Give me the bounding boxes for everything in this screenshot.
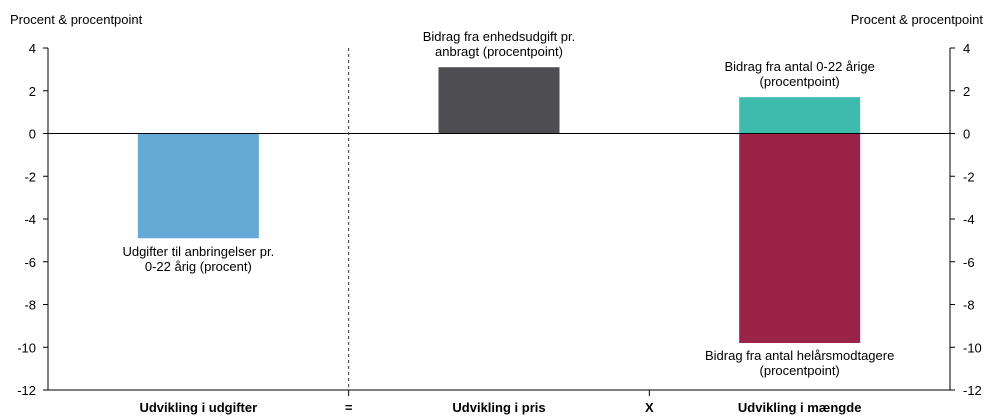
left-axis: -12 -10 -8 -6 -4 -2 0 2 4 [17,41,49,398]
left-tick-label: -12 [17,383,36,398]
right-tick-label: -6 [963,255,975,270]
operator-label: = [345,400,353,415]
bars [137,67,861,343]
left-tick-label: -6 [24,255,36,270]
right-axis: -12 -10 -8 -6 -4 -2 0 2 4 [949,41,982,398]
bar-label-0: Udgifter til anbringelser pr. 0-22 årig (… [122,244,274,274]
bar-0 [137,133,259,239]
left-tick-label: -2 [24,169,36,184]
bar-1 [438,67,560,134]
right-tick-label: -8 [963,298,975,313]
y-axis-unit-right: Procent & procentpoint [851,12,984,27]
left-tick-label: -8 [24,298,36,313]
right-tick-label: -4 [963,212,975,227]
y-axis-unit-left: Procent & procentpoint [10,12,143,27]
bar-label-1: Bidrag fra enhedsudgift pr. anbragt (proc… [423,29,576,59]
bar-label-2: Bidrag fra antal 0-22 årige (procentpoint… [725,59,875,89]
right-tick-label: 0 [963,127,970,142]
right-tick-label: 2 [963,84,970,99]
left-tick-label: -10 [17,340,36,355]
operator-label: X [645,400,654,415]
category-label: Udvikling i pris [452,400,545,415]
left-tick-label: 2 [29,84,36,99]
bar-label-3: Bidrag fra antal helårsmodtagere (procent… [705,348,894,378]
right-tick-label: -12 [963,383,982,398]
right-tick-label: 4 [963,41,970,56]
bar-annotations: Udgifter til anbringelser pr. 0-22 årig (… [122,29,894,378]
right-tick-label: -2 [963,169,975,184]
category-label: Udvikling i mængde [738,400,862,415]
category-label: Udvikling i udgifter [139,400,257,415]
bar-2 [739,97,861,134]
separators [348,48,650,396]
category-labels: Udvikling i udgifter Udvikling i pris Udvi… [139,400,861,415]
bar-3 [739,133,861,343]
right-tick-label: -10 [963,340,982,355]
left-tick-label: 0 [29,127,36,142]
zero-line-group [48,133,950,391]
left-tick-label: -4 [24,212,36,227]
left-tick-label: 4 [29,41,36,56]
